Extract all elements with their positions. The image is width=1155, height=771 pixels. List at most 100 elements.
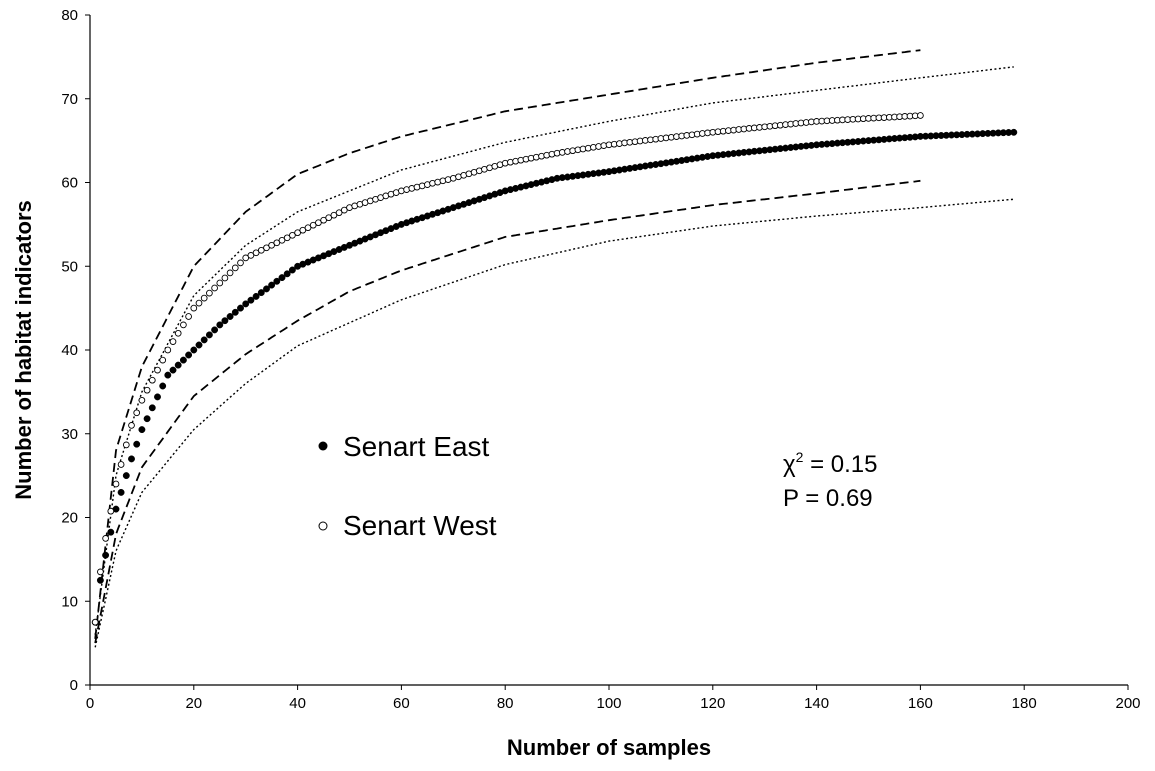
point-senart-west <box>154 366 161 374</box>
point-senart-east <box>242 300 250 308</box>
point-senart-east <box>122 472 130 480</box>
point-senart-east <box>231 308 239 316</box>
y-tick-label: 30 <box>61 426 78 443</box>
point-senart-west <box>309 221 317 229</box>
point-senart-east <box>278 274 286 282</box>
y-tick-label: 0 <box>70 677 78 694</box>
y-tick-label: 60 <box>61 175 78 192</box>
x-tick-label: 100 <box>596 695 621 712</box>
point-senart-east <box>148 404 156 412</box>
y-tick-label: 50 <box>61 258 78 275</box>
point-senart-west <box>237 259 244 267</box>
point-senart-west <box>226 269 234 277</box>
confidence-bounds <box>94 49 1014 648</box>
point-senart-west <box>102 535 109 542</box>
point-senart-west <box>148 376 156 384</box>
p-value-text: P = 0.69 <box>783 485 873 512</box>
point-senart-west <box>216 279 224 287</box>
point-senart-west <box>138 396 146 404</box>
point-senart-west <box>180 321 187 329</box>
legend-label-senart-west: Senart West <box>343 510 497 541</box>
point-senart-west <box>133 409 141 417</box>
point-senart-west <box>174 329 182 337</box>
y-tick-label: 40 <box>61 342 78 359</box>
x-tick-label: 180 <box>1012 695 1037 712</box>
point-senart-west <box>211 284 218 292</box>
point-senart-east <box>200 336 208 344</box>
point-senart-east <box>288 266 296 274</box>
plot-area: 0 20 40 60 80 100 120 140 160 180 200 0 10 20 30 40 50 6… <box>61 7 1140 712</box>
x-tick-label: 140 <box>804 695 829 712</box>
x-tick-label: 160 <box>908 695 933 712</box>
x-tick-label: 40 <box>289 695 306 712</box>
legend-label-senart-east: Senart East <box>343 431 490 462</box>
point-senart-east <box>190 346 198 354</box>
point-senart-west <box>195 299 203 307</box>
point-senart-east <box>138 426 146 434</box>
point-senart-west <box>278 236 286 244</box>
point-senart-east <box>169 366 177 374</box>
point-senart-east <box>195 341 203 349</box>
point-senart-east <box>133 440 141 448</box>
dotted-upper-bound-line <box>94 66 1014 635</box>
point-senart-east <box>263 285 270 293</box>
point-senart-west <box>340 206 348 214</box>
series-senart-west <box>91 112 924 626</box>
point-senart-east <box>273 277 281 285</box>
x-tick-label: 120 <box>700 695 725 712</box>
point-senart-west <box>117 461 125 468</box>
point-senart-west <box>97 568 104 576</box>
point-senart-east <box>257 289 265 297</box>
dashed-upper-bound-line <box>94 49 921 639</box>
point-senart-east <box>102 551 110 559</box>
point-senart-east <box>174 361 182 369</box>
point-senart-west <box>252 249 260 257</box>
x-ticks: 0 20 40 60 80 100 120 140 160 180 200 <box>86 685 1141 712</box>
point-senart-west <box>315 219 322 227</box>
point-senart-east <box>283 270 291 278</box>
chi-square-text: χ2 = 0.15 <box>783 449 877 478</box>
point-senart-east <box>1010 128 1018 136</box>
point-senart-east <box>159 382 167 390</box>
statistics-annotation: χ2 = 0.15 P = 0.69 <box>783 449 877 512</box>
point-senart-east <box>226 313 234 320</box>
point-senart-west <box>917 112 924 119</box>
point-senart-east <box>211 326 219 334</box>
chi-superscript: 2 <box>796 449 804 465</box>
point-senart-west <box>242 254 250 262</box>
y-tick-label: 10 <box>61 593 78 610</box>
point-senart-east <box>205 331 213 339</box>
point-senart-west <box>289 231 296 239</box>
point-senart-west <box>335 209 343 217</box>
point-senart-east <box>216 321 224 329</box>
point-senart-west <box>107 507 115 515</box>
point-senart-west <box>159 356 167 364</box>
x-axis-title: Number of samples <box>507 735 711 760</box>
x-tick-label: 0 <box>86 695 94 712</box>
point-senart-east <box>179 356 187 364</box>
point-senart-west <box>325 214 333 222</box>
point-senart-west <box>200 294 208 302</box>
x-tick-label: 80 <box>497 695 514 712</box>
point-senart-west <box>231 264 239 272</box>
point-senart-west <box>206 289 213 297</box>
point-senart-west <box>330 211 338 219</box>
point-senart-west <box>112 480 120 488</box>
point-senart-west <box>273 239 281 247</box>
y-tick-label: 70 <box>61 91 78 108</box>
data-series <box>91 112 1018 626</box>
point-senart-west <box>257 246 265 254</box>
chi-symbol: χ <box>783 451 796 478</box>
point-senart-west <box>299 226 307 234</box>
legend-marker-senart-west <box>318 521 328 531</box>
x-tick-label: 200 <box>1115 695 1140 712</box>
point-senart-west <box>91 618 99 626</box>
point-senart-east <box>117 488 125 496</box>
point-senart-west <box>304 224 312 232</box>
point-senart-west <box>143 386 151 394</box>
point-senart-east <box>107 528 115 536</box>
point-senart-east <box>247 296 255 304</box>
point-senart-west <box>268 241 275 249</box>
point-senart-west <box>221 274 229 282</box>
